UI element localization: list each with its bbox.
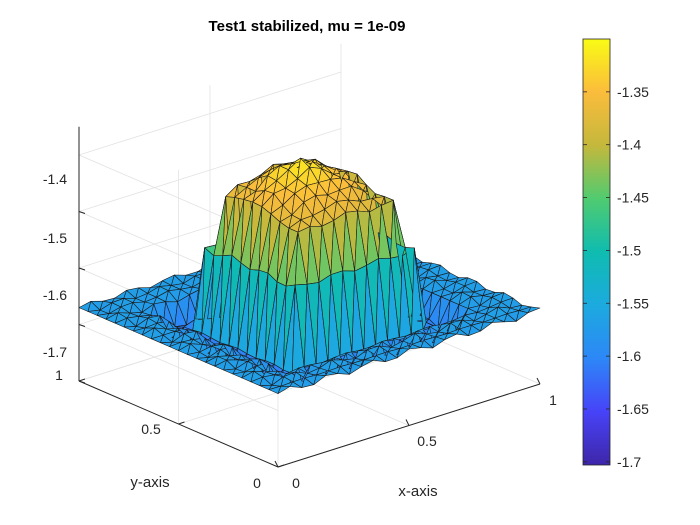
y-axis-label: y-axis xyxy=(130,474,169,491)
colorbar-tick-label: -1.55 xyxy=(617,295,649,311)
colorbar xyxy=(582,38,611,466)
surface-facet xyxy=(527,306,541,314)
colorbar-tick-label: -1.6 xyxy=(617,348,641,364)
z-tick-label: -1.7 xyxy=(43,344,67,360)
z-tick xyxy=(78,380,86,384)
x-tick xyxy=(274,460,279,468)
z-tick xyxy=(78,324,86,327)
y-tick xyxy=(78,378,86,382)
x-tick-label: 0.5 xyxy=(417,433,437,449)
y-tick-label: 0.5 xyxy=(141,421,161,437)
y-tick-label: 0 xyxy=(253,475,261,491)
z-tick-label: -1.6 xyxy=(43,287,67,303)
z-tick xyxy=(78,211,86,214)
x-tick-label: 1 xyxy=(549,392,557,408)
axes-frame xyxy=(78,126,541,468)
y-tick-label: 1 xyxy=(55,367,63,383)
colorbar-tick-label: -1.35 xyxy=(617,84,649,100)
x-tick xyxy=(405,419,410,426)
colorbar-tick-label: -1.7 xyxy=(617,454,641,470)
x-axis-label: x-axis xyxy=(398,483,437,500)
colorbar-tick-label: -1.5 xyxy=(617,242,641,258)
chart-title: Test1 stabilized, mu = 1e-09 xyxy=(209,18,406,35)
z-tick-label: -1.5 xyxy=(43,230,67,246)
y-tick xyxy=(178,421,185,425)
x-tick xyxy=(536,377,541,385)
colorbar-tick-label: -1.4 xyxy=(617,137,641,153)
surface-plot xyxy=(78,157,541,394)
colorbar-tick-label: -1.65 xyxy=(617,401,649,417)
x-tick-label: 0 xyxy=(292,475,300,491)
z-tick xyxy=(78,267,86,271)
colorbar-tick-label: -1.45 xyxy=(617,190,649,206)
y-tick xyxy=(277,464,285,468)
colorbar-axis: -1.35 -1.4 -1.45 -1.5 -1.55 -1.6 -1.65 -1.7 xyxy=(583,84,649,470)
z-tick-label: -1.4 xyxy=(43,171,67,187)
